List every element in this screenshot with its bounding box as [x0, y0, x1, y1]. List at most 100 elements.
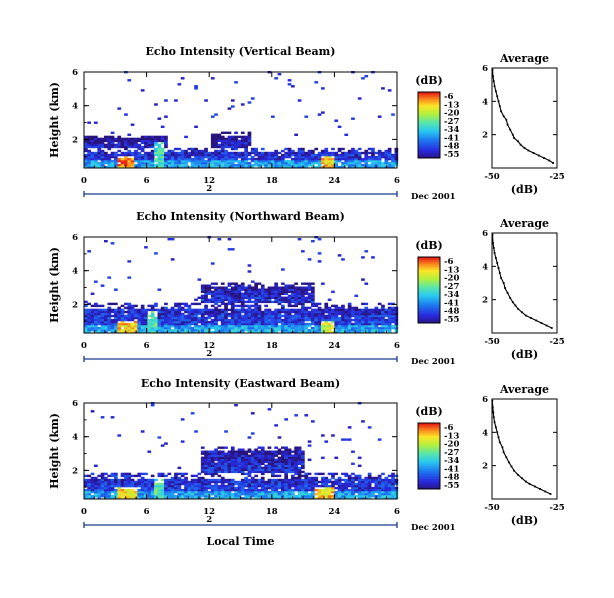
heatmap-cell	[197, 497, 202, 500]
heatmap-cell	[247, 314, 252, 318]
colorbar-segment	[418, 136, 440, 139]
heatmap-cell	[291, 288, 295, 291]
heatmap-cell	[351, 492, 355, 496]
heatmap-cell	[217, 446, 222, 449]
heatmap-cell	[234, 492, 238, 496]
heatmap-cell	[100, 284, 105, 287]
heatmap-cell	[281, 298, 285, 301]
heatmap-cell	[220, 145, 225, 149]
heatmap-cell	[124, 474, 128, 478]
heatmap-cell	[227, 161, 232, 165]
heatmap-cell	[344, 153, 349, 157]
heatmap-cell	[264, 153, 268, 157]
heatmap-cell	[84, 492, 88, 496]
heatmap-cell	[240, 484, 245, 488]
heatmap-cell	[207, 286, 212, 289]
heatmap-cell	[97, 484, 102, 488]
profile-point	[501, 446, 504, 449]
heatmap-cell	[127, 137, 132, 141]
heatmap-cell	[297, 300, 302, 304]
heatmap-cell	[204, 308, 208, 312]
heatmap-cell	[187, 306, 192, 310]
heatmap-cell	[127, 308, 132, 312]
heatmap-cell	[381, 304, 385, 308]
heatmap-cell	[364, 484, 369, 488]
heatmap-cell	[317, 331, 322, 334]
heatmap-cell	[244, 322, 248, 326]
heatmap-cell	[140, 153, 145, 157]
heatmap-cell	[257, 450, 262, 453]
heatmap-cell	[184, 153, 188, 157]
heatmap-cell	[194, 155, 198, 159]
heatmap-cell	[137, 139, 142, 143]
heatmap-cell	[140, 322, 145, 326]
heatmap-cell	[104, 308, 108, 312]
heatmap-cell	[311, 497, 315, 500]
heatmap-cell	[184, 135, 188, 139]
heatmap-cell	[337, 308, 342, 312]
heatmap-cell	[220, 490, 225, 494]
heatmap-cell	[157, 135, 162, 139]
heatmap-cell	[107, 486, 112, 490]
heatmap-cell	[284, 476, 288, 480]
heatmap-cell	[377, 115, 382, 118]
heatmap-cell	[297, 296, 302, 299]
heatmap-cell	[284, 300, 288, 304]
heatmap-cell	[107, 147, 112, 151]
heatmap-cell	[367, 147, 372, 151]
heatmap-cell	[244, 149, 248, 153]
heatmap-cell	[257, 296, 262, 299]
heatmap-cell	[294, 290, 298, 293]
heatmap-cell	[357, 151, 362, 155]
heatmap-cell	[214, 288, 218, 291]
heatmap-cell	[97, 151, 102, 155]
heatmap-cell	[371, 318, 375, 322]
heatmap-cell	[347, 320, 352, 324]
heatmap-cell	[247, 474, 252, 478]
heatmap-cell	[120, 314, 125, 318]
heatmap-cell	[160, 159, 165, 163]
heatmap-cell	[317, 492, 322, 496]
heatmap-cell	[190, 166, 195, 169]
heatmap-cell	[291, 492, 295, 496]
heatmap-cell	[381, 151, 385, 155]
heatmap-cell	[204, 159, 208, 163]
heatmap-cell	[224, 488, 228, 492]
heatmap-cell	[247, 331, 252, 334]
heatmap-cell	[304, 478, 309, 482]
heatmap-cell	[214, 458, 218, 461]
heatmap-cell	[347, 161, 352, 165]
heatmap-cell	[371, 159, 375, 163]
heatmap-cell	[257, 298, 262, 301]
heatmap-cell	[321, 111, 325, 114]
heatmap-cell	[311, 292, 315, 295]
heatmap-cell	[214, 294, 218, 297]
colorbar-segment	[418, 321, 440, 324]
heatmap-cell	[104, 166, 108, 169]
heatmap-cell	[230, 99, 235, 102]
heatmap-cell	[327, 161, 332, 165]
heatmap-cell	[237, 304, 242, 308]
heatmap-cell	[224, 478, 228, 482]
heatmap-cell	[247, 296, 252, 299]
heatmap-cell	[364, 75, 369, 78]
heatmap-cell	[371, 476, 375, 480]
heatmap-cell	[344, 497, 349, 500]
heatmap-cell	[347, 474, 352, 478]
heatmap-cell	[214, 133, 218, 136]
heatmap-cell	[254, 462, 258, 465]
heatmap-cell	[90, 143, 95, 147]
heatmap-cell	[190, 302, 195, 306]
heatmap-cell	[224, 454, 228, 457]
heatmap-cell	[324, 320, 329, 324]
heatmap-cell	[170, 486, 175, 490]
heatmap-cell	[294, 495, 298, 498]
heatmap-cell	[157, 495, 162, 498]
profile-y-tick-label: 2	[482, 462, 488, 472]
heatmap-cell	[190, 161, 195, 165]
heatmap-cell	[260, 472, 265, 476]
heatmap-cell	[357, 164, 362, 167]
heatmap-cell	[367, 426, 372, 429]
heatmap-cell	[230, 446, 235, 449]
heatmap-cell	[271, 480, 275, 484]
